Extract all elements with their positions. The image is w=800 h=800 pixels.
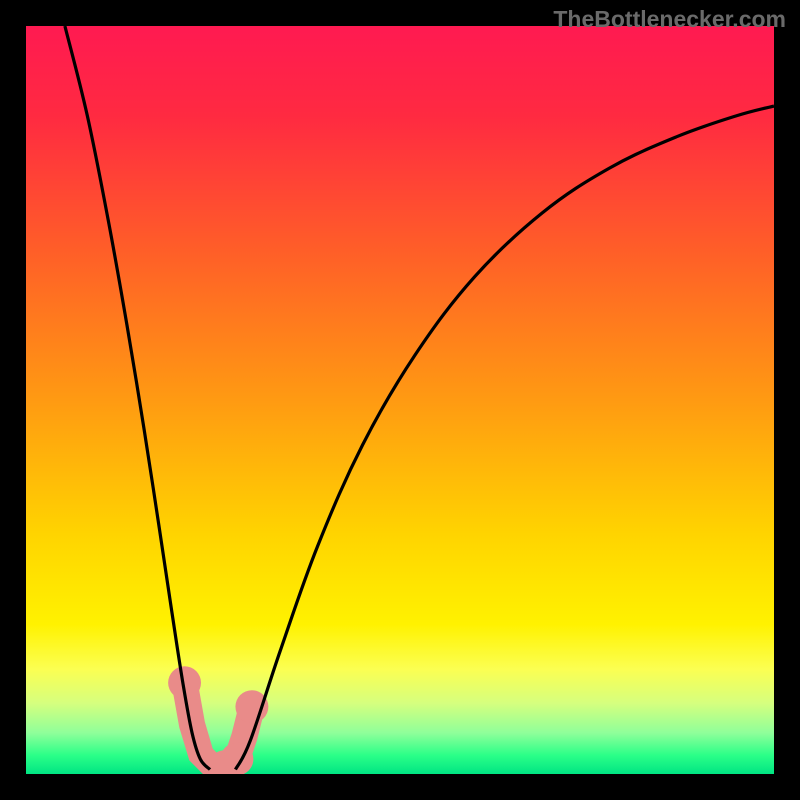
bottleneck-chart xyxy=(26,26,774,774)
watermark-text: TheBottlenecker.com xyxy=(553,6,786,33)
chart-frame xyxy=(0,0,800,800)
